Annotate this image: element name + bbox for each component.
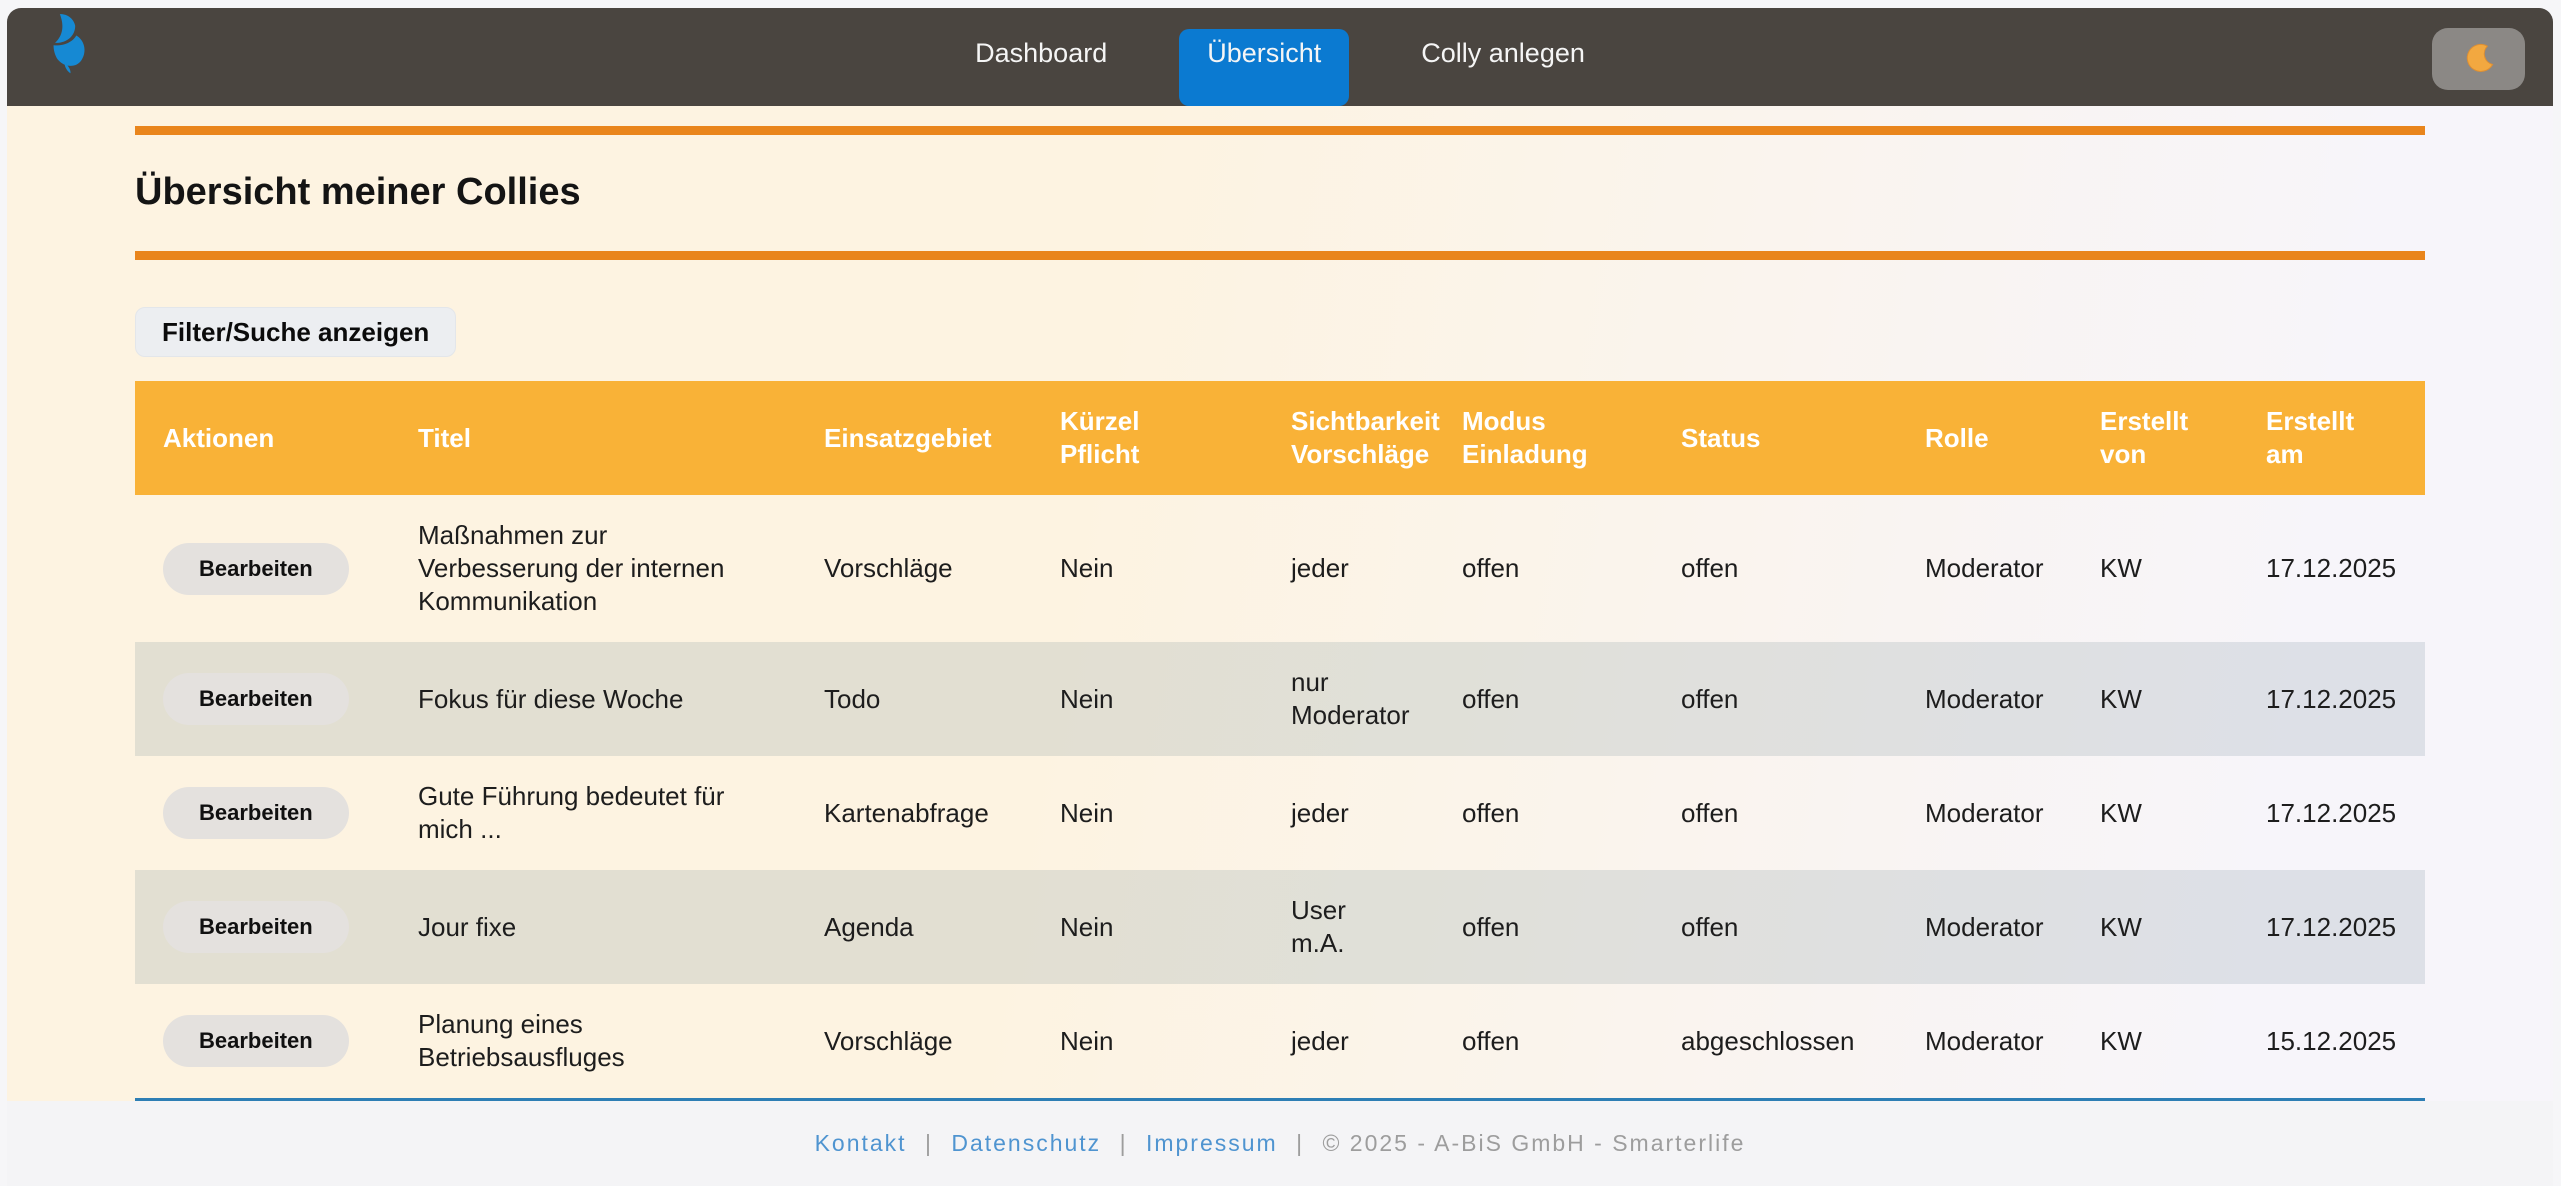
cell-einsatzgebiet: Vorschläge bbox=[824, 553, 953, 583]
cell-titel: Fokus für diese Woche bbox=[418, 683, 684, 714]
column-header-2: Titel bbox=[390, 381, 796, 495]
nav-tab-uebersicht[interactable]: Übersicht bbox=[1179, 29, 1350, 106]
main-nav: Dashboard Übersicht Colly anlegen bbox=[7, 29, 2553, 106]
cell-status: offen bbox=[1681, 683, 1739, 714]
actions-cell: Bearbeiten bbox=[135, 870, 390, 984]
cell-erstellt-am: 15.12.2025 bbox=[2266, 1025, 2397, 1056]
footer-text: Kontakt | Datenschutz | Impressum | © 20… bbox=[815, 1130, 1746, 1157]
column-header-8: Rolle bbox=[1897, 381, 2072, 495]
footer-link-impressum[interactable]: Impressum bbox=[1145, 1130, 1278, 1156]
cell-modus-einladung: offen bbox=[1462, 797, 1520, 828]
cell-modus-einladung: offen bbox=[1462, 911, 1520, 942]
cell-sichtbarkeit-vorschlaege: jeder bbox=[1291, 797, 1349, 828]
column-header-9: Erstellt von bbox=[2072, 381, 2238, 495]
column-header-10: Erstellt am bbox=[2238, 381, 2425, 495]
column-header-4: Kürzel Pflicht bbox=[1032, 381, 1263, 495]
footer: Kontakt | Datenschutz | Impressum | © 20… bbox=[7, 1101, 2553, 1186]
cell-einsatzgebiet: Vorschläge bbox=[824, 1025, 953, 1056]
cell-erstellt-am: 17.12.2025 bbox=[2266, 911, 2397, 942]
page-title: Übersicht meiner Collies bbox=[135, 171, 581, 213]
footer-link-datenschutz[interactable]: Datenschutz bbox=[951, 1130, 1102, 1156]
cell-erstellt-von: KW bbox=[2100, 797, 2142, 828]
column-header-1: Aktionen bbox=[135, 381, 390, 495]
cell-erstellt-von: KW bbox=[2100, 1025, 2142, 1056]
table-header: Aktionen Titel Einsatzgebiet Kürzel Pflicht… bbox=[135, 381, 2425, 495]
cell-sichtbarkeit-vorschlaege: jeder bbox=[1291, 1025, 1349, 1056]
cell-titel: Gute Führung bedeutet für mich ... bbox=[418, 781, 725, 844]
edit-button[interactable]: Bearbeiten bbox=[163, 1015, 349, 1067]
footer-separator: | bbox=[1287, 1130, 1313, 1156]
cell-modus-einladung: offen bbox=[1462, 683, 1520, 714]
edit-button[interactable]: Bearbeiten bbox=[163, 787, 349, 839]
footer-separator: | bbox=[916, 1130, 942, 1156]
cell-erstellt-von: KW bbox=[2100, 911, 2142, 942]
butterfly-logo-icon bbox=[33, 12, 95, 78]
cell-rolle: Moderator bbox=[1925, 911, 2044, 942]
cell-rolle: Moderator bbox=[1925, 1025, 2044, 1056]
cell-rolle: Moderator bbox=[1925, 683, 2044, 714]
actions-cell: Bearbeiten bbox=[135, 756, 390, 870]
table-row: Bearbeiten Planung eines Betriebsausfluge… bbox=[135, 984, 2425, 1100]
edit-button[interactable]: Bearbeiten bbox=[163, 901, 349, 953]
table-header-row: Aktionen Titel Einsatzgebiet Kürzel Pflicht… bbox=[135, 381, 2425, 495]
edit-button[interactable]: Bearbeiten bbox=[163, 673, 349, 725]
cell-titel: Planung eines Betriebsausfluges bbox=[418, 1009, 625, 1072]
moon-icon bbox=[2466, 43, 2493, 72]
cell-titel: Maßnahmen zur Verbesserung der internen … bbox=[418, 520, 725, 616]
actions-cell: Bearbeiten bbox=[135, 642, 390, 756]
cell-titel: Jour fixe bbox=[418, 911, 517, 942]
cell-erstellt-von: KW bbox=[2100, 683, 2142, 714]
footer-copyright: © 2025 - A-BiS GmbH - Smarterlife bbox=[1322, 1130, 1746, 1156]
table-row: Bearbeiten Fokus für diese Woche Todo Nein n… bbox=[135, 642, 2425, 756]
cell-status: offen bbox=[1681, 911, 1739, 942]
cell-sichtbarkeit-vorschlaege: nur Moderator bbox=[1291, 667, 1410, 730]
cell-modus-einladung: offen bbox=[1462, 1025, 1520, 1056]
theme-toggle-button[interactable] bbox=[2432, 28, 2525, 90]
content-area: Übersicht meiner Collies Filter/Suche an… bbox=[7, 106, 2553, 1101]
cell-einsatzgebiet: Kartenabfrage bbox=[824, 797, 989, 828]
cell-erstellt-am: 17.12.2025 bbox=[2266, 683, 2397, 714]
table-row: Bearbeiten Maßnahmen zur Verbesserung der… bbox=[135, 495, 2425, 642]
cell-erstellt-von: KW bbox=[2100, 553, 2142, 583]
cell-kuerzel-pflicht: Nein bbox=[1060, 1025, 1114, 1056]
app-window: Dashboard Übersicht Colly anlegen Übersi… bbox=[7, 8, 2553, 1186]
cell-erstellt-am: 17.12.2025 bbox=[2266, 797, 2397, 828]
cell-einsatzgebiet: Todo bbox=[824, 683, 881, 714]
actions-cell: Bearbeiten bbox=[135, 495, 390, 642]
filter-search-toggle-button[interactable]: Filter/Suche anzeigen bbox=[135, 307, 457, 357]
nav-tab-colly-anlegen[interactable]: Colly anlegen bbox=[1421, 38, 1585, 68]
edit-button[interactable]: Bearbeiten bbox=[163, 542, 349, 595]
cell-kuerzel-pflicht: Nein bbox=[1060, 797, 1114, 828]
cell-kuerzel-pflicht: Nein bbox=[1060, 553, 1114, 583]
cell-sichtbarkeit-vorschlaege: User m.A. bbox=[1291, 895, 1346, 958]
cell-modus-einladung: offen bbox=[1462, 553, 1520, 583]
column-header-3: Einsatzgebiet bbox=[796, 381, 1032, 495]
orange-divider-under-title bbox=[135, 251, 2425, 260]
collies-table: Aktionen Titel Einsatzgebiet Kürzel Pflicht… bbox=[135, 381, 2425, 1101]
cell-status: offen bbox=[1681, 553, 1739, 583]
footer-link-kontakt[interactable]: Kontakt bbox=[814, 1130, 907, 1156]
orange-divider-top bbox=[135, 126, 2425, 135]
cell-rolle: Moderator bbox=[1925, 553, 2044, 583]
cell-status: offen bbox=[1681, 797, 1739, 828]
cell-einsatzgebiet: Agenda bbox=[824, 911, 914, 942]
cell-kuerzel-pflicht: Nein bbox=[1060, 683, 1114, 714]
cell-sichtbarkeit-vorschlaege: jeder bbox=[1291, 553, 1349, 583]
table-row: Bearbeiten Gute Führung bedeutet für mich… bbox=[135, 756, 2425, 870]
cell-rolle: Moderator bbox=[1925, 797, 2044, 828]
actions-cell: Bearbeiten bbox=[135, 984, 390, 1100]
table-row: Bearbeiten Jour fixe Agenda Nein User m.A. of… bbox=[135, 870, 2425, 984]
cell-kuerzel-pflicht: Nein bbox=[1060, 911, 1114, 942]
cell-status: abgeschlossen bbox=[1681, 1025, 1855, 1056]
table-body: Bearbeiten Maßnahmen zur Verbesserung der… bbox=[135, 495, 2425, 1100]
footer-separator: | bbox=[1111, 1130, 1136, 1156]
column-header-5: Sichtbarkeit Vorschläge bbox=[1263, 381, 1440, 495]
nav-tab-dashboard[interactable]: Dashboard bbox=[975, 38, 1108, 68]
cell-erstellt-am: 17.12.2025 bbox=[2266, 553, 2397, 583]
column-header-7: Status bbox=[1653, 381, 1897, 495]
column-header-6: Modus Einladung bbox=[1434, 381, 1653, 495]
top-navigation-bar: Dashboard Übersicht Colly anlegen bbox=[7, 8, 2553, 106]
